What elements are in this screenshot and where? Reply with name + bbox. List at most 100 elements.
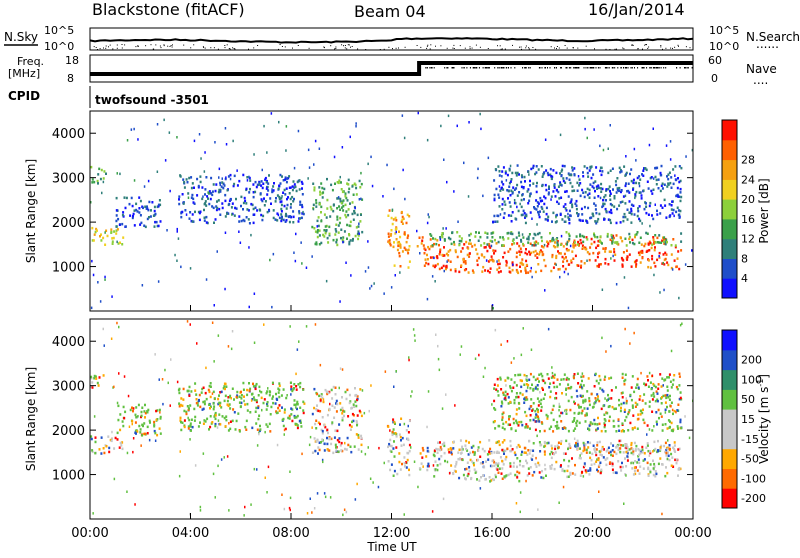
heatmap-cell	[307, 148, 310, 152]
heatmap-cell	[684, 415, 686, 418]
heatmap-cell	[648, 143, 651, 147]
heatmap-cell	[604, 458, 607, 461]
heatmap-cell	[278, 384, 281, 387]
heatmap-cell	[326, 392, 329, 396]
heatmap-cell	[487, 242, 490, 246]
heatmap-cell	[529, 372, 532, 376]
heatmap-cell	[652, 391, 655, 395]
heatmap-cell	[628, 200, 631, 203]
heatmap-cell	[118, 446, 121, 449]
heatmap-cell	[573, 419, 575, 422]
heatmap-cell	[468, 242, 470, 245]
heatmap-cell	[259, 192, 262, 195]
heatmap-cell	[353, 209, 356, 213]
heatmap-cell	[218, 401, 221, 405]
heatmap-cell	[284, 427, 287, 431]
heatmap-cell	[214, 424, 217, 428]
heatmap-cell	[520, 180, 523, 184]
heatmap-cell	[557, 250, 559, 253]
heatmap-cell	[551, 255, 554, 259]
heatmap-cell	[510, 378, 513, 381]
heatmap-cell	[436, 451, 439, 454]
heatmap-cell	[185, 410, 188, 414]
heatmap-cell	[328, 225, 331, 229]
heatmap-cell	[178, 195, 181, 198]
heatmap-cell	[516, 422, 519, 425]
heatmap-cell	[497, 271, 500, 274]
heatmap-cell	[626, 449, 629, 453]
heatmap-cell	[513, 398, 516, 402]
heatmap-cell	[642, 408, 644, 411]
heatmap-cell	[543, 445, 546, 448]
heatmap-cell	[552, 238, 555, 242]
heatmap-cell	[600, 407, 603, 411]
velocity-ylabel: Slant Range [km]	[24, 367, 38, 471]
heatmap-cell	[342, 205, 345, 208]
heatmap-cell	[313, 163, 315, 166]
heatmap-cell	[518, 479, 521, 483]
heatmap-cell	[245, 428, 248, 431]
heatmap-cell	[278, 409, 281, 412]
heatmap-cell	[636, 461, 639, 464]
heatmap-cell	[563, 426, 566, 429]
heatmap-cell	[512, 186, 515, 189]
heatmap-cell	[143, 422, 146, 425]
heatmap-cell	[111, 295, 113, 298]
heatmap-cell	[265, 181, 268, 184]
heatmap-cell	[537, 213, 540, 216]
power-ylabel: Slant Range [km]	[24, 159, 38, 263]
heatmap-cell	[534, 243, 537, 247]
heatmap-cell	[669, 405, 672, 408]
heatmap-cell	[532, 388, 535, 391]
heatmap-cell	[602, 148, 605, 152]
heatmap-cell	[509, 247, 512, 251]
heatmap-cell	[565, 190, 568, 193]
heatmap-cell	[100, 233, 102, 236]
heatmap-cell	[278, 120, 280, 124]
heatmap-cell	[428, 215, 430, 219]
nsearch-point	[479, 46, 481, 48]
heatmap-cell	[624, 457, 626, 460]
heatmap-cell	[644, 167, 647, 170]
heatmap-cell	[361, 389, 364, 392]
heatmap-cell	[552, 418, 555, 422]
heatmap-cell	[651, 257, 654, 261]
heatmap-cell	[552, 430, 555, 433]
heatmap-cell	[538, 380, 540, 383]
heatmap-cell	[193, 202, 196, 205]
heatmap-cell	[280, 217, 283, 220]
heatmap-cell	[670, 176, 673, 179]
heatmap-cell	[358, 179, 361, 183]
heatmap-cell	[336, 243, 339, 247]
heatmap-cell	[265, 187, 268, 190]
heatmap-cell	[197, 184, 200, 188]
heatmap-cell	[590, 463, 593, 466]
heatmap-cell	[586, 221, 589, 224]
heatmap-cell	[659, 204, 662, 207]
heatmap-cell	[484, 231, 487, 234]
heatmap-cell	[573, 239, 576, 242]
heatmap-cell	[146, 432, 149, 435]
heatmap-cell	[328, 437, 331, 440]
heatmap-cell	[495, 388, 498, 391]
heatmap-cell	[577, 264, 580, 267]
heatmap-cell	[262, 401, 265, 405]
nave-point	[425, 67, 427, 69]
velocity-colorbar-close: ]	[757, 374, 771, 379]
heatmap-cell	[396, 241, 399, 244]
heatmap-cell	[595, 399, 598, 403]
heatmap-cell	[285, 187, 288, 190]
heatmap-cell	[579, 219, 582, 222]
heatmap-cell	[509, 164, 512, 168]
heatmap-cell	[596, 220, 599, 223]
heatmap-cell	[356, 482, 358, 486]
heatmap-cell	[453, 469, 456, 473]
heatmap-cell	[468, 441, 470, 444]
heatmap-cell	[223, 385, 226, 388]
nave-series	[425, 67, 693, 69]
heatmap-cell	[664, 242, 667, 246]
heatmap-cell	[282, 388, 285, 391]
nave-point	[524, 67, 526, 69]
heatmap-cell	[393, 440, 395, 443]
heatmap-cell	[563, 257, 566, 260]
